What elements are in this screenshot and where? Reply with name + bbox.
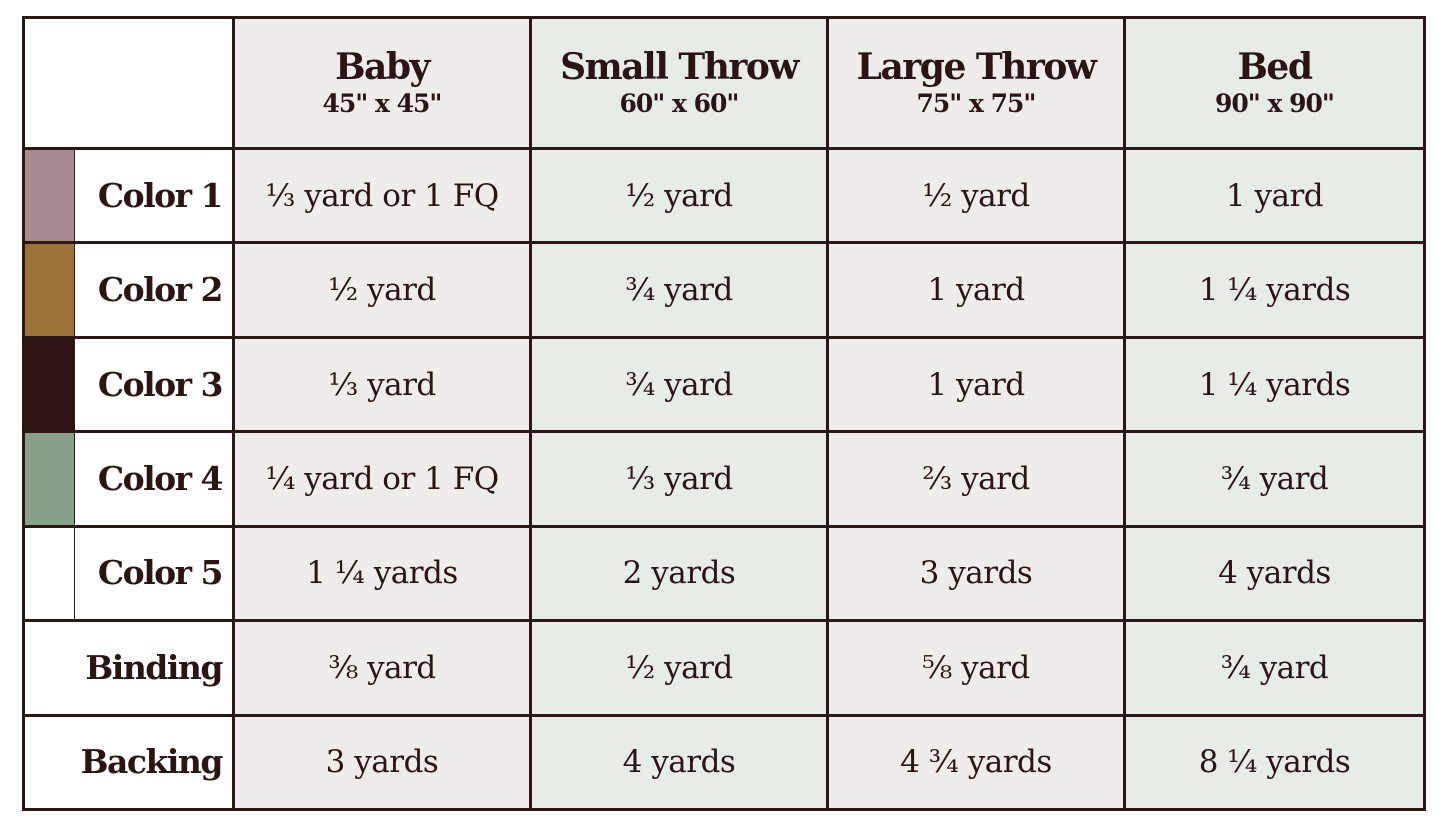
color-swatch: [26, 434, 75, 524]
amount: 4 yards: [1218, 555, 1331, 592]
color-swatch: [26, 340, 75, 429]
table-row-color-3: Color 3 ⅓ yard ¾ yard 1 yard 1 ¼ yards: [22, 335, 1426, 434]
amount: 1 ¼ yards: [1198, 272, 1351, 309]
table-cell: ¾ yard: [529, 241, 829, 339]
row-label: Color 5: [97, 553, 224, 593]
size-header-bed: Bed 90" x 90": [1123, 16, 1426, 150]
amount: 8 ¼ yards: [1198, 744, 1351, 781]
table-cell: 1 ¼ yards: [1123, 335, 1426, 434]
row-label-cell: Backing: [22, 713, 235, 812]
table-cell: ⅓ yard: [529, 430, 829, 528]
row-label: Color 1: [97, 175, 224, 215]
size-dimensions: 60" x 60": [619, 89, 740, 118]
amount: 4 yards: [622, 744, 736, 781]
size-header-small-throw: Small Throw 60" x 60": [529, 16, 829, 150]
amount: ⅓ yard or 1 FQ: [265, 177, 499, 214]
color-swatch: [26, 245, 75, 335]
amount: 1 yard: [927, 272, 1025, 309]
table-row-color-2: Color 2 ½ yard ¾ yard 1 yard 1 ¼ yards: [22, 241, 1426, 339]
table-cell: 1 ¼ yards: [1123, 241, 1426, 339]
table-cell: ¾ yard: [529, 335, 829, 434]
table-cell: 2 yards: [529, 524, 829, 623]
table-cell: 4 yards: [1123, 524, 1426, 623]
amount: ¾ yard: [625, 366, 733, 403]
table-cell: 1 yard: [1123, 146, 1426, 245]
row-label: Color 4: [97, 458, 224, 498]
amount: 1 yard: [927, 366, 1025, 403]
amount: ⅔ yard: [922, 460, 1030, 497]
color-swatch: [26, 529, 75, 618]
row-label-cell: Color 5: [22, 524, 235, 623]
table-cell: ⅔ yard: [826, 430, 1126, 528]
amount: ½ yard: [625, 177, 733, 214]
amount: ½ yard: [625, 649, 733, 686]
color-swatch: [26, 151, 75, 240]
table-cell: ½ yard: [529, 146, 829, 245]
table-cell: ¾ yard: [1123, 619, 1426, 717]
row-label: Color 2: [97, 270, 224, 310]
amount: ⅝ yard: [922, 649, 1030, 686]
amount: ¼ yard or 1 FQ: [265, 460, 499, 497]
table-cell: 8 ¼ yards: [1123, 713, 1426, 812]
table-cell: ½ yard: [232, 241, 532, 339]
row-label: Color 3: [97, 364, 224, 404]
row-label: Binding: [85, 647, 223, 687]
amount: 1 ¼ yards: [306, 555, 458, 592]
table-cell: ½ yard: [826, 146, 1126, 245]
amount: ⅜ yard: [328, 649, 436, 686]
table-cell: 3 yards: [826, 524, 1126, 623]
table-cell: 4 yards: [529, 713, 829, 812]
amount: ⅓ yard: [625, 460, 733, 497]
table-row-color-4: Color 4 ¼ yard or 1 FQ ⅓ yard ⅔ yard ¾ y…: [22, 430, 1426, 528]
size-name: Small Throw: [560, 46, 799, 88]
amount: ½ yard: [922, 177, 1030, 214]
row-label-cell: Binding: [22, 619, 235, 717]
amount: ½ yard: [328, 272, 436, 309]
table-cell: ¾ yard: [1123, 430, 1426, 528]
table-cell: ⅜ yard: [232, 619, 532, 717]
amount: 4 ¾ yards: [900, 744, 1052, 781]
table-cell: ⅝ yard: [826, 619, 1126, 717]
amount: 2 yards: [622, 555, 736, 592]
size-dimensions: 75" x 75": [916, 89, 1037, 118]
table-cell: 1 yard: [826, 241, 1126, 339]
table-row-color-5: Color 5 1 ¼ yards 2 yards 3 yards 4 yard…: [22, 524, 1426, 623]
size-name: Bed: [1237, 46, 1313, 88]
amount: ¾ yard: [625, 272, 733, 309]
row-label-cell: Color 4: [22, 430, 235, 528]
amount: ⅓ yard: [328, 366, 436, 403]
fabric-requirements-table: Baby 45" x 45" Small Throw 60" x 60" Lar…: [22, 16, 1426, 812]
amount: ¾ yard: [1220, 460, 1329, 497]
amount: ¾ yard: [1220, 649, 1329, 686]
size-name: Large Throw: [856, 46, 1097, 88]
amount: 1 ¼ yards: [1198, 366, 1351, 403]
table-cell: 1 yard: [826, 335, 1126, 434]
table-cell: 4 ¾ yards: [826, 713, 1126, 812]
table-cell: ¼ yard or 1 FQ: [232, 430, 532, 528]
table-row-backing: Backing 3 yards 4 yards 4 ¾ yards 8 ¼ ya…: [22, 713, 1426, 812]
size-dimensions: 45" x 45": [322, 89, 443, 118]
size-dimensions: 90" x 90": [1215, 89, 1335, 118]
row-label: Backing: [80, 742, 224, 782]
size-name: Baby: [335, 46, 430, 88]
table-cell: 1 ¼ yards: [232, 524, 532, 623]
row-label-cell: Color 1: [22, 146, 235, 245]
corner-cell: [22, 16, 235, 150]
table-row-binding: Binding ⅜ yard ½ yard ⅝ yard ¾ yard: [22, 619, 1426, 717]
table-cell: ½ yard: [529, 619, 829, 717]
header-row: Baby 45" x 45" Small Throw 60" x 60" Lar…: [22, 16, 1426, 150]
amount: 1 yard: [1225, 177, 1324, 214]
table-cell: ⅓ yard or 1 FQ: [232, 146, 532, 245]
amount: 3 yards: [325, 744, 439, 781]
size-header-large-throw: Large Throw 75" x 75": [826, 16, 1126, 150]
size-header-baby: Baby 45" x 45": [232, 16, 532, 150]
amount: 3 yards: [919, 555, 1033, 592]
table-cell: 3 yards: [232, 713, 532, 812]
table-cell: ⅓ yard: [232, 335, 532, 434]
row-label-cell: Color 2: [22, 241, 235, 339]
table-row-color-1: Color 1 ⅓ yard or 1 FQ ½ yard ½ yard 1 y…: [22, 146, 1426, 245]
row-label-cell: Color 3: [22, 335, 235, 434]
